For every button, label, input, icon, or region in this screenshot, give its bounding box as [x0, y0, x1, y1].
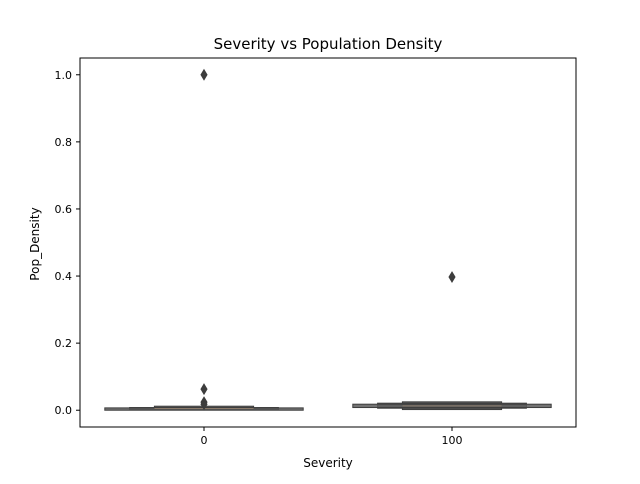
chart-title: Severity vs Population Density — [214, 35, 443, 53]
x-axis-label: Severity — [303, 456, 353, 470]
outlier-point — [200, 383, 208, 396]
plot-frame — [79, 57, 577, 428]
x-tick-label: 0 — [201, 434, 208, 447]
x-tick-label: 100 — [442, 434, 463, 447]
y-tick-label: 0.4 — [55, 270, 73, 283]
y-tick-label: 0.0 — [55, 404, 73, 417]
y-axis-label: Pop_Density — [28, 207, 42, 280]
outlier-point — [200, 68, 208, 81]
y-tick-label: 0.6 — [55, 203, 73, 216]
y-tick-label: 1.0 — [55, 69, 73, 82]
outlier-point — [200, 398, 208, 411]
outlier-point — [448, 271, 456, 284]
y-tick-label: 0.8 — [55, 136, 73, 149]
plot-area: 0.0 0.2 0.4 0.6 0.8 1.0 0 100 — [55, 57, 577, 447]
y-tick-label: 0.2 — [55, 337, 73, 350]
